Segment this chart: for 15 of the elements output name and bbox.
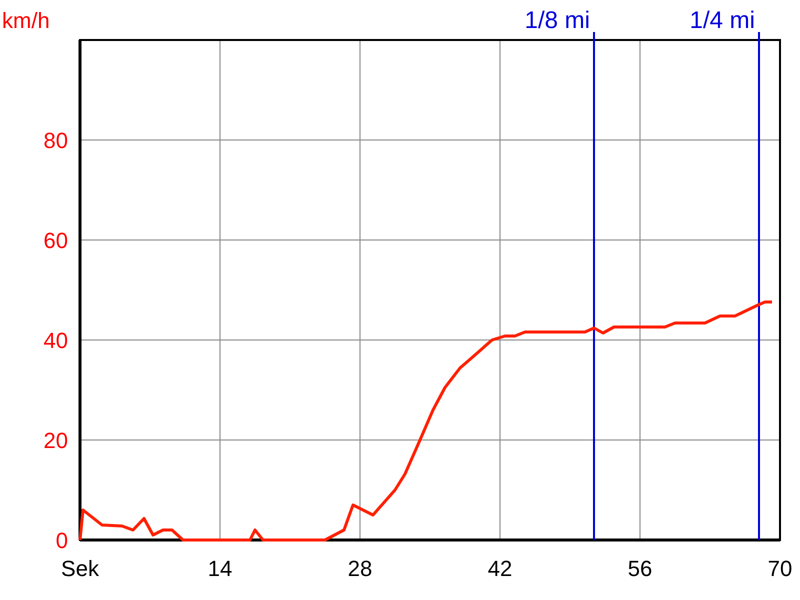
line-series (78, 300, 774, 542)
y-tick-label: 80 (44, 128, 68, 153)
y-axis-title: km/h (2, 8, 50, 33)
x-tick-label: 70 (768, 556, 792, 581)
ref-line-label: 1/4 mi (690, 7, 755, 34)
x-tick-label: 14 (208, 556, 232, 581)
x-tick-label: Sek (61, 556, 100, 581)
x-tick-label: 56 (628, 556, 652, 581)
ref-line-label: 1/8 mi (524, 7, 590, 34)
x-tick-label: 28 (348, 556, 372, 581)
y-tick-label: 0 (56, 528, 68, 553)
x-tick-label: 42 (488, 556, 512, 581)
y-tick-label: 40 (44, 328, 68, 353)
y-tick-label: 60 (44, 228, 68, 253)
y-tick-label: 20 (44, 428, 68, 453)
